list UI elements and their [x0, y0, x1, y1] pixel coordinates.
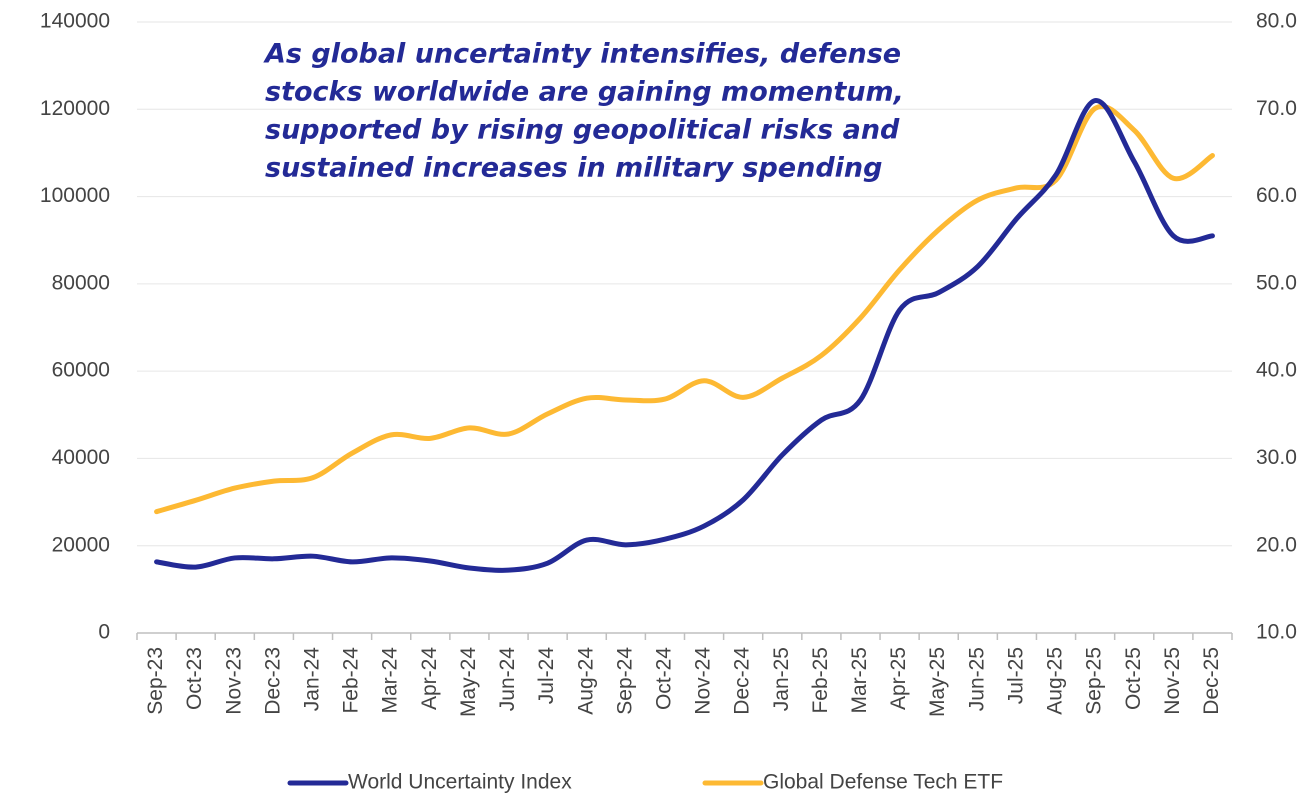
x-tick-label: Oct-25 [1122, 647, 1145, 710]
x-tick-label: Sep-23 [144, 647, 167, 715]
y-tick-label: 140000 [40, 10, 110, 33]
y2-tick-label: 60.0 [1256, 184, 1297, 207]
y2-tick-label: 10.0 [1256, 621, 1297, 644]
x-tick-label: Apr-25 [887, 647, 910, 710]
y-tick-label: 0 [98, 621, 110, 644]
legend-label: World Uncertainty Index [348, 771, 572, 794]
x-tick-label: Oct-23 [183, 647, 206, 710]
y-tick-label: 100000 [40, 184, 110, 207]
y2-tick-label: 20.0 [1256, 533, 1297, 556]
y-tick-label: 80000 [52, 271, 110, 294]
annotation: sustained increases in military spending [265, 153, 882, 184]
x-tick-label: Nov-24 [692, 647, 715, 715]
x-tick-label: Dec-24 [731, 647, 754, 715]
x-tick-label: Apr-24 [418, 647, 441, 710]
x-tick-label: May-25 [926, 647, 949, 717]
y2-tick-label: 80.0 [1256, 10, 1297, 33]
y2-tick-label: 70.0 [1256, 97, 1297, 120]
x-tick-label: Nov-23 [222, 647, 245, 715]
x-tick-label: Jan-24 [301, 647, 324, 712]
x-tick-label: Jun-25 [965, 647, 988, 711]
annotation: supported by rising geopolitical risks a… [265, 115, 900, 146]
x-tick-label: Feb-25 [809, 647, 832, 714]
y-tick-label: 40000 [52, 446, 110, 469]
annotation: As global uncertainty intensifies, defen… [263, 39, 901, 70]
x-tick-label: Sep-25 [1083, 647, 1106, 715]
x-tick-label: Mar-24 [379, 647, 402, 714]
x-tick-label: Aug-25 [1044, 647, 1067, 715]
x-tick-label: Jun-24 [496, 647, 519, 712]
x-tick-label: Sep-24 [613, 647, 636, 715]
x-tick-label: Aug-24 [574, 647, 597, 715]
x-tick-label: Dec-23 [261, 647, 284, 715]
series-line [154, 98, 1215, 573]
x-tick-label: May-24 [457, 647, 480, 717]
x-tick-label: Jan-25 [770, 647, 793, 711]
x-tick-label: Jul-25 [1004, 647, 1027, 704]
y-tick-label: 60000 [52, 359, 110, 382]
legend-label: Global Defense Tech ETF [763, 771, 1003, 794]
y2-tick-label: 50.0 [1256, 271, 1297, 294]
x-tick-label: Feb-24 [340, 647, 363, 714]
y-tick-label: 20000 [52, 533, 110, 556]
y-tick-label: 120000 [40, 97, 110, 120]
x-tick-label: Dec-25 [1200, 647, 1223, 715]
annotation: stocks worldwide are gaining momentum, [265, 77, 904, 108]
y2-tick-label: 30.0 [1256, 446, 1297, 469]
x-tick-label: Nov-25 [1161, 647, 1184, 715]
x-tick-label: Jul-24 [535, 647, 558, 705]
x-tick-label: Mar-25 [848, 647, 871, 714]
y2-tick-label: 40.0 [1256, 359, 1297, 382]
x-tick-label: Oct-24 [652, 647, 675, 710]
